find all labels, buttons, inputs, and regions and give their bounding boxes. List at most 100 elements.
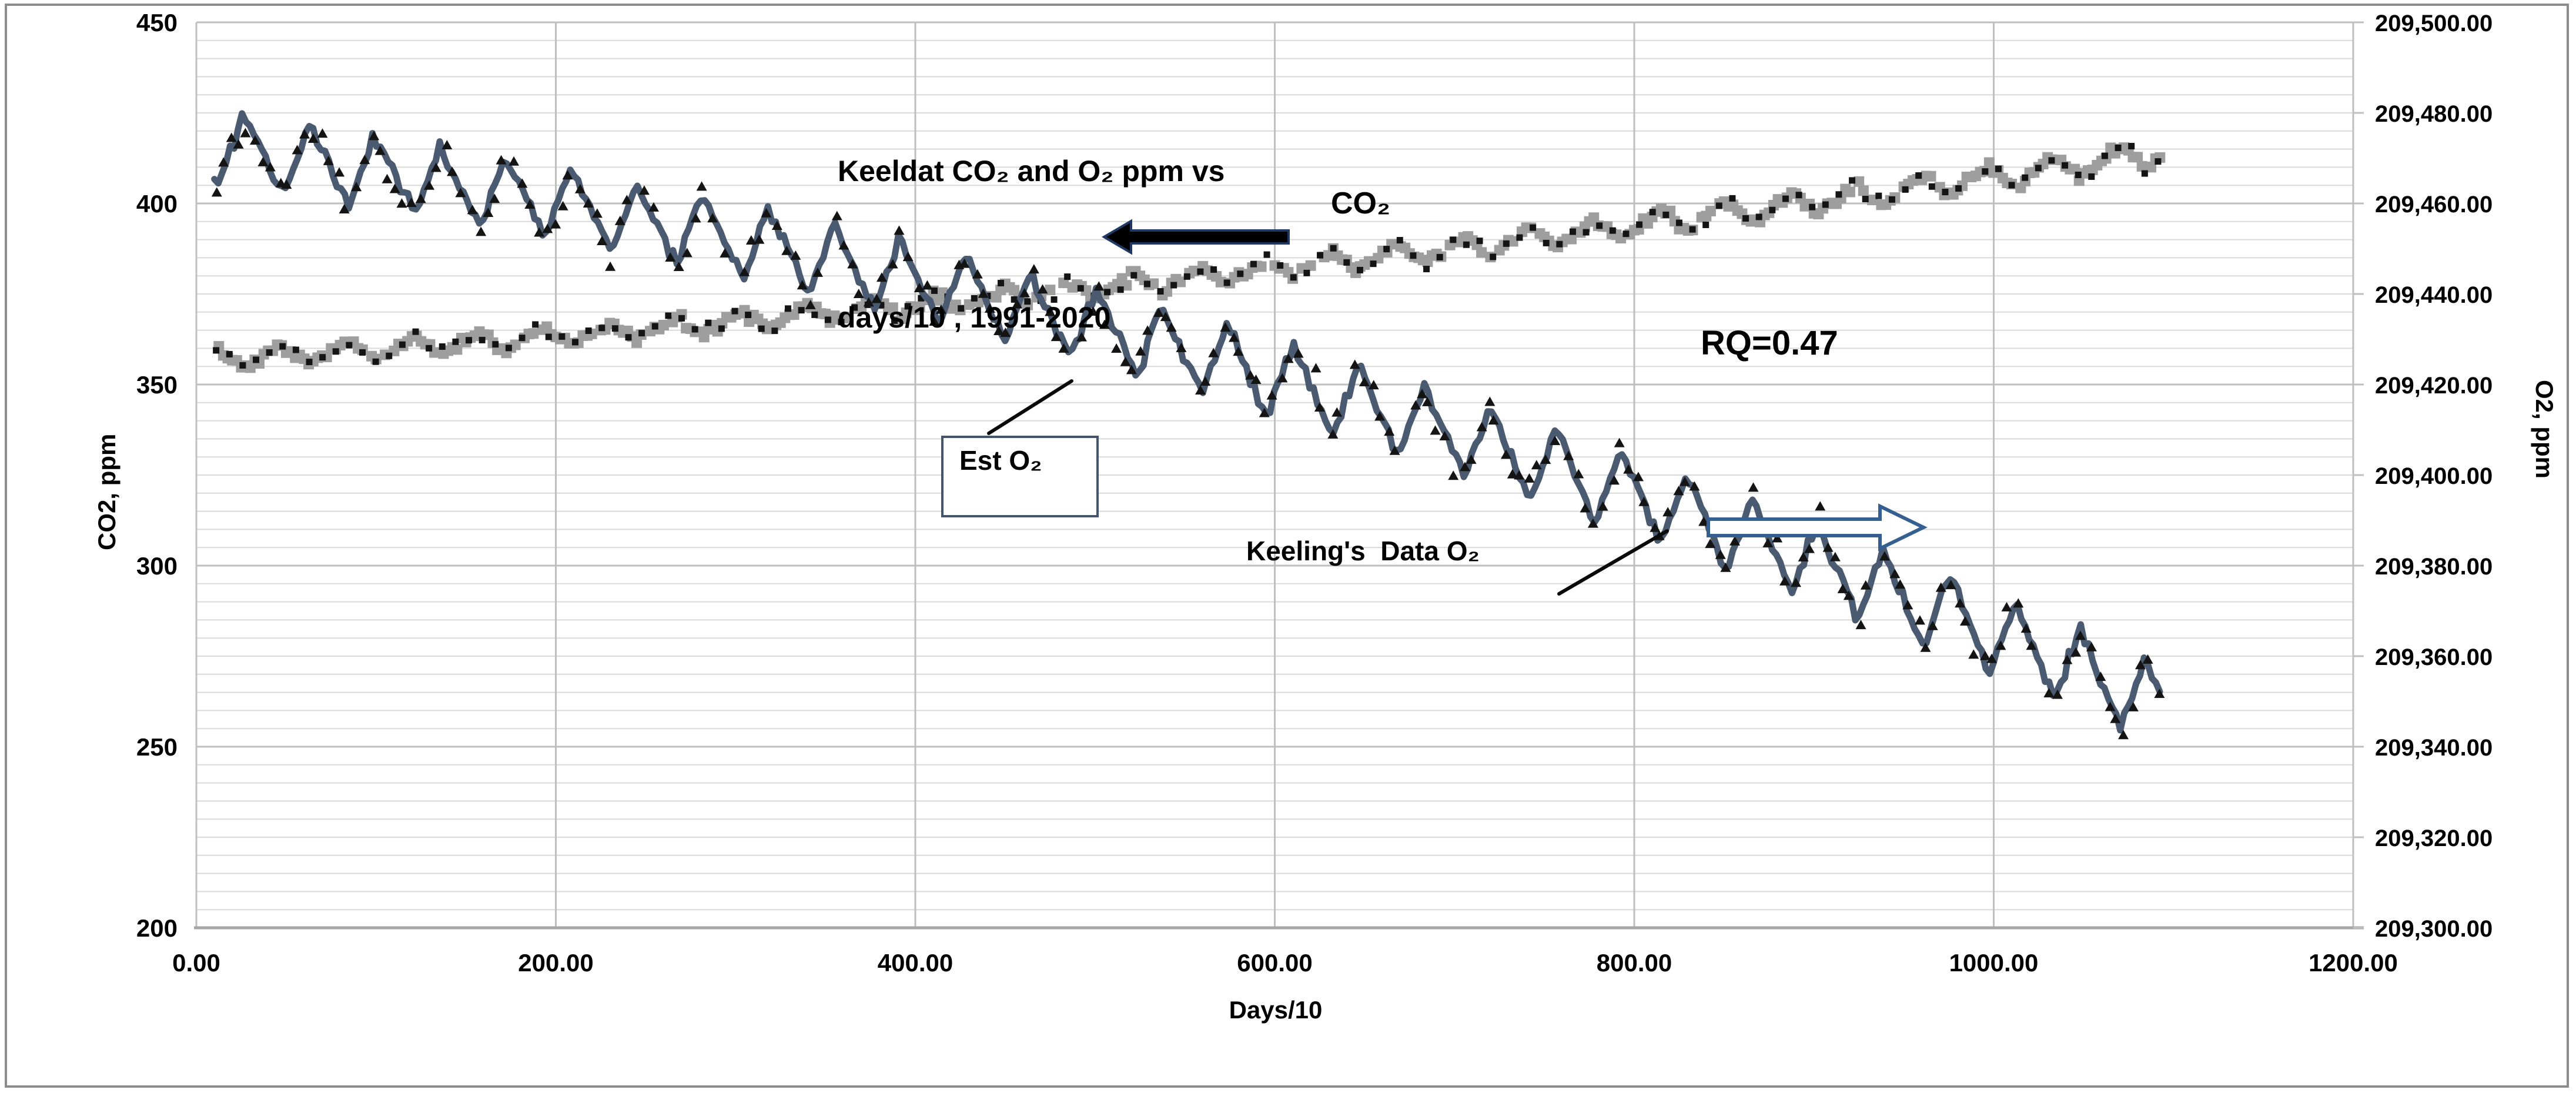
series-marker-o2_tri — [1638, 496, 1650, 506]
y-right-tick-label: 209,340.00 — [2375, 735, 2493, 761]
series-marker-o2_tri — [1058, 343, 1069, 353]
y-right-tick-label: 209,400.00 — [2375, 463, 2493, 489]
series-marker-o2_tri — [317, 128, 328, 138]
series-marker-o2_tri — [1111, 343, 1122, 353]
series-marker-co2_black — [1117, 286, 1124, 293]
est-o2-label: Est O₂ — [959, 445, 1042, 476]
series-marker-co2_black — [1849, 177, 1856, 184]
series-marker-co2_black — [798, 307, 805, 314]
series-marker-co2_black — [1410, 252, 1417, 259]
co2-left-arrow — [1102, 219, 1290, 255]
series-marker-co2_gray — [451, 344, 463, 355]
series-marker-co2_black — [572, 339, 579, 346]
series-marker-o2_tri — [1135, 346, 1146, 356]
series-marker-co2_black — [1742, 215, 1749, 222]
series-marker-co2_black — [292, 346, 299, 353]
series-marker-o2_tri — [557, 200, 568, 210]
series-marker-o2_tri — [1120, 356, 1131, 366]
series-marker-co2_gray — [842, 312, 854, 323]
x-axis-title: Days/10 — [1229, 996, 1323, 1024]
series-marker-o2_tri — [583, 198, 594, 208]
series-marker-co2_black — [1782, 195, 1789, 202]
series-marker-co2_black — [399, 341, 406, 348]
chart-title-line2: days/10 , 1991-2020 — [838, 301, 1111, 334]
series-marker-o2_tri — [1384, 426, 1395, 436]
series-marker-co2_black — [1835, 191, 1842, 198]
series-marker-co2_black — [492, 341, 499, 348]
series-marker-o2_tri — [1460, 462, 1471, 472]
series-marker-o2_tri — [1920, 642, 1931, 652]
series-marker-o2_tri — [720, 248, 731, 258]
series-marker-co2_black — [239, 362, 246, 369]
series-marker-co2_black — [479, 336, 486, 343]
series-marker-o2_tri — [455, 188, 466, 198]
series-marker-o2_tri — [1153, 307, 1164, 317]
series-marker-o2_tri — [489, 193, 500, 203]
series-marker-o2_tri — [542, 223, 553, 233]
series-marker-co2_black — [266, 349, 273, 356]
series-marker-co2_black — [2062, 162, 2069, 169]
series-marker-o2_tri — [226, 132, 237, 142]
series-marker-o2_tri — [1945, 580, 1956, 590]
series-marker-o2_tri — [1000, 327, 1011, 337]
series-marker-co2_black — [2141, 170, 2148, 177]
series-marker-co2_black — [1729, 195, 1736, 202]
series-marker-co2_black — [2101, 152, 2108, 159]
series-marker-o2_tri — [781, 245, 792, 255]
series-marker-co2_black — [1277, 262, 1284, 269]
series-marker-o2_tri — [1843, 590, 1854, 600]
series-marker-o2_tri — [1715, 549, 1726, 559]
series-marker-co2_black — [1530, 224, 1537, 231]
series-marker-o2_tri — [665, 252, 676, 262]
series-marker-co2_black — [505, 345, 512, 352]
series-marker-co2_black — [1104, 289, 1111, 296]
series-marker-co2_black — [665, 312, 672, 319]
series-marker-o2_tri — [265, 162, 276, 172]
series-marker-o2_tri — [591, 208, 603, 218]
series-marker-co2_black — [958, 305, 965, 312]
series-marker-o2_tri — [1277, 373, 1288, 383]
series-marker-co2_black — [611, 325, 618, 332]
series-marker-o2_tri — [1259, 407, 1270, 417]
series-marker-co2_black — [2075, 171, 2082, 178]
series-marker-o2_tri — [707, 213, 718, 223]
series-marker-o2_tri — [935, 304, 946, 314]
series-marker-o2_tri — [876, 272, 887, 282]
series-marker-co2_black — [811, 311, 818, 318]
series-marker-co2_gray — [1188, 265, 1199, 276]
series-marker-co2_black — [785, 305, 792, 312]
series-marker-co2_black — [1955, 185, 1962, 192]
series-marker-o2_tri — [2062, 654, 2073, 664]
series-marker-co2_black — [466, 337, 473, 344]
series-marker-o2_tri — [424, 180, 435, 190]
y-right-tick-label: 209,420.00 — [2375, 373, 2493, 399]
series-marker-co2_black — [558, 333, 566, 340]
series-marker-o2_tri — [2142, 654, 2153, 664]
series-marker-co2_gray — [1175, 276, 1186, 288]
series-est-o2-line — [211, 110, 2163, 734]
series-marker-o2_tri — [1772, 533, 1783, 543]
series-marker-o2_tri — [1968, 649, 1979, 659]
series-marker-o2_tri — [1902, 600, 1913, 610]
series-marker-o2_tri — [1829, 551, 1841, 561]
series-marker-o2_tri — [323, 155, 334, 165]
series-marker-co2_gray — [658, 319, 669, 330]
series-marker-o2_tri — [831, 210, 842, 220]
series-marker-o2_tri — [1779, 576, 1791, 586]
series-marker-o2_tri — [2052, 689, 2063, 699]
series-marker-co2_black — [1609, 227, 1616, 234]
series-marker-co2_black — [545, 333, 552, 340]
series-marker-o2_tri — [249, 135, 260, 145]
series-marker-o2_tri — [1160, 312, 1171, 322]
series-marker-co2_gray — [1045, 285, 1056, 296]
series-marker-o2_tri — [281, 179, 292, 189]
series-marker-o2_tri — [534, 227, 545, 237]
series-marker-o2_tri — [914, 282, 925, 292]
series-marker-co2_gray — [510, 339, 521, 350]
series-marker-co2_black — [279, 343, 286, 350]
y-right-tick-label: 209,500.00 — [2375, 11, 2493, 36]
series-marker-o2_tri — [1208, 347, 1219, 357]
series-marker-o2_tri — [894, 225, 905, 235]
series-marker-co2_black — [585, 327, 592, 335]
series-marker-co2_black — [1263, 251, 1270, 258]
